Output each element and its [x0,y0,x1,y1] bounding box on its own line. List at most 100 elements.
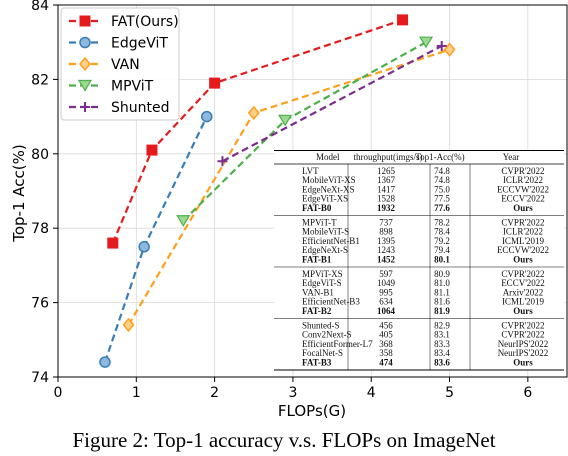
table-cell: 83.3 [434,339,450,349]
table-cell: 1395 [377,236,396,246]
table-cell: 634 [379,297,393,307]
legend: FAT(Ours) EdgeViT VAN MPViT Shunted [60,7,180,121]
table-cell: 82.9 [434,320,450,330]
square-marker [146,144,158,156]
y-tick-label: 76 [31,296,49,312]
table-cell: 1528 [377,194,396,204]
plus-marker [217,156,228,167]
table-cell: MPViT-XS [302,269,343,279]
table-cell: 74.8 [434,166,450,176]
table-cell: FAT-B2 [302,306,332,316]
table-cell: 81.0 [434,278,450,288]
table-header: Top1-Acc(%) [415,152,464,162]
series-mpvit [176,36,434,227]
table-cell: VAN-B1 [302,287,334,297]
table-cell: EdgeNeXt-XS [302,184,355,194]
square-marker [397,14,409,26]
x-tick-label: 3 [288,385,297,401]
x-tick-label: 6 [523,385,532,401]
table-cell: 358 [379,348,393,358]
table-cell: 1367 [377,175,396,185]
table-cell: 77.5 [434,194,450,204]
table-cell: NeurIPS'2022 [498,348,549,358]
circle-marker [79,36,91,49]
table-cell: Ours [513,255,533,265]
table-cell: 81.9 [434,306,450,316]
table-header: throughput(imgs/s) [354,152,423,162]
table-cell: 368 [379,339,393,349]
series-layer [99,14,456,368]
table-cell: CVPR'2022 [501,166,544,176]
table-cell: MobileViT-S [302,227,349,237]
series-line [221,44,443,163]
table-cell: ECCV'2022 [501,194,545,204]
table-cell: LVT [302,166,319,176]
x-tick-label: 0 [54,385,63,401]
table-cell: 995 [379,287,393,297]
square-marker [79,15,91,27]
table-cell: 78.4 [434,227,450,237]
legend-entry: FAT(Ours) [69,14,179,30]
table-cell: CVPR'2022 [501,330,544,340]
table-cell: 1064 [377,306,396,316]
table-cell: EdgeNeXt-S [302,245,348,255]
triangle-marker [176,215,191,227]
diamond-marker [122,317,135,333]
table-cell: Ours [513,306,533,316]
table-cell: Ours [513,358,533,368]
series-line [111,18,403,244]
table-cell: Shunted-S [302,320,340,330]
legend-entry: MPViT [69,79,154,95]
triangle-marker [278,114,293,127]
table-cell: 405 [379,330,393,340]
series-fat-ours- [107,14,409,249]
x-axis-title: FLOPs(G) [278,402,346,420]
square-marker [209,77,221,89]
table-cell: 1243 [377,245,396,255]
table-cell: 456 [379,320,393,330]
table-cell: Arxiv'2022 [503,287,544,297]
y-axis-title: Top-1 Acc(%) [10,144,28,243]
table-cell: 81.6 [434,297,450,307]
diamond-marker [443,42,456,57]
table-cell: EdgeViT-S [302,278,342,288]
table-cell: CVPR'2022 [501,320,544,330]
table-cell: ICML'2019 [502,297,545,307]
table-cell: 80.9 [434,269,450,279]
table-cell: ECCVW'2022 [497,184,549,194]
legend-entry: VAN [69,56,140,73]
series-shunted [217,40,447,167]
diamond-marker [247,105,260,121]
legend-label: FAT(Ours) [111,14,179,30]
table-header: Model [316,152,340,162]
table-cell: 83.4 [434,348,450,358]
table-cell: EfficientFormer-L7 [302,339,373,349]
table-cell: ECCV'2022 [501,278,545,288]
table-cell: 79.4 [434,245,450,255]
table-cell: 83.6 [434,358,450,368]
table-cell: 1417 [377,184,396,194]
x-tick-label: 4 [367,385,376,401]
legend-entry: EdgeViT [69,36,168,52]
table-cell: Conv2Next-S [302,330,352,340]
plot-frame [57,4,568,378]
table-cell: 77.6 [434,203,450,213]
table-cell: NeurIPS'2022 [498,339,549,349]
legend-label: EdgeViT [111,36,168,52]
triangle-marker [77,79,93,92]
table-cell: 81.1 [434,287,450,297]
table-cell: 74.8 [434,175,450,185]
x-tick-label: 1 [132,385,141,401]
table-header: Year [503,152,520,162]
table-cell: 83.1 [434,330,450,340]
plus-marker [80,102,90,112]
circle-marker [138,241,150,253]
table-cell: FAT-B3 [302,358,332,368]
table-cell: CVPR'2022 [501,217,544,227]
table-cell: EfficientNet-B3 [302,297,360,307]
table-cell: MobileViT-XS [302,175,356,185]
table-cell: FAT-B0 [302,203,332,213]
y-tick-label: 78 [31,221,49,237]
table-cell: 80.1 [434,255,450,265]
